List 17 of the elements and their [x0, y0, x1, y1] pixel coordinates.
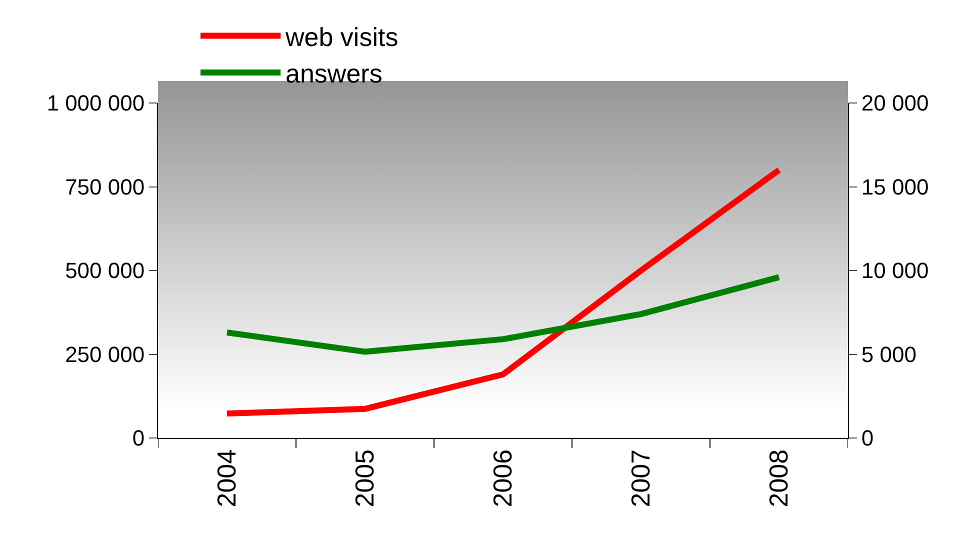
y2-tick-label: 10 000	[861, 258, 929, 284]
x-tick-label: 2005	[349, 449, 380, 508]
y2-tick-label: 5 000	[861, 342, 916, 367]
x-tick-label: 2004	[211, 449, 242, 508]
legend-label: web visits	[284, 22, 398, 52]
y-tick-label: 750 000	[65, 174, 145, 200]
legend-label: answers	[286, 58, 382, 89]
x-tick-label: 2006	[487, 449, 518, 508]
y2-tick-label: 15 000	[861, 174, 929, 200]
x-tick-label: 2007	[625, 449, 656, 508]
y-tick-label: 500 000	[65, 258, 145, 284]
y-tick-label: 250 000	[65, 342, 145, 367]
y2-tick-label: 20 000	[861, 90, 929, 116]
y2-tick-label: 0	[861, 426, 874, 451]
x-tick-label: 2008	[763, 449, 794, 508]
y-tick-label: 1 000 000	[46, 90, 145, 116]
y-tick-label: 0	[132, 426, 145, 451]
